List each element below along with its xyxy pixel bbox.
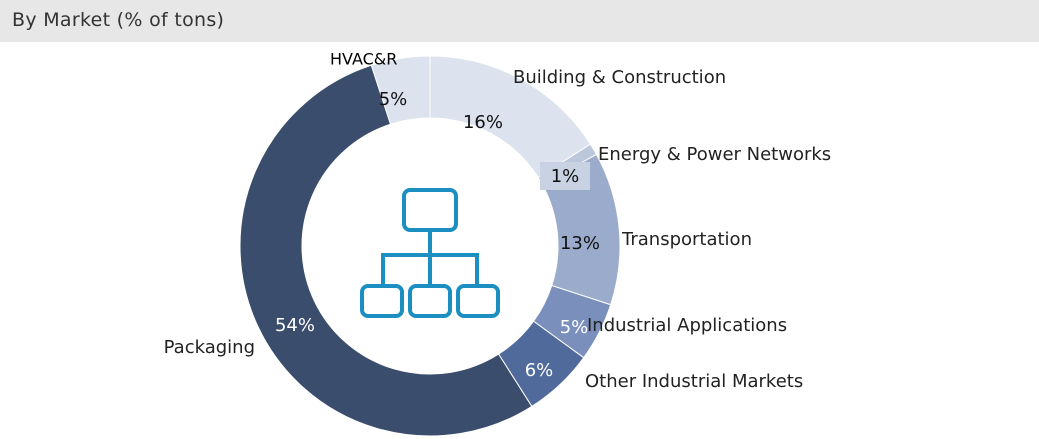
- network-icon: [360, 188, 500, 318]
- value-label: 5%: [560, 317, 589, 338]
- value-label: 5%: [379, 89, 408, 110]
- header-bar: By Market (% of tons): [0, 0, 1039, 42]
- chart-title: By Market (% of tons): [12, 9, 225, 31]
- category-label: Industrial Applications: [587, 315, 787, 336]
- value-label: 13%: [560, 233, 600, 254]
- category-label: HVAC&R: [330, 50, 397, 69]
- category-label: Packaging: [164, 337, 255, 358]
- category-label: Building & Construction: [513, 67, 726, 88]
- donut-segment: [239, 64, 533, 437]
- value-label: 16%: [463, 112, 503, 133]
- value-label: 54%: [275, 315, 315, 336]
- value-label: 1%: [551, 166, 580, 187]
- category-label: Energy & Power Networks: [598, 144, 831, 165]
- label-highlight: [540, 162, 590, 190]
- value-label: 6%: [525, 360, 554, 381]
- category-label: Transportation: [621, 229, 752, 250]
- category-label: Other Industrial Markets: [585, 371, 803, 392]
